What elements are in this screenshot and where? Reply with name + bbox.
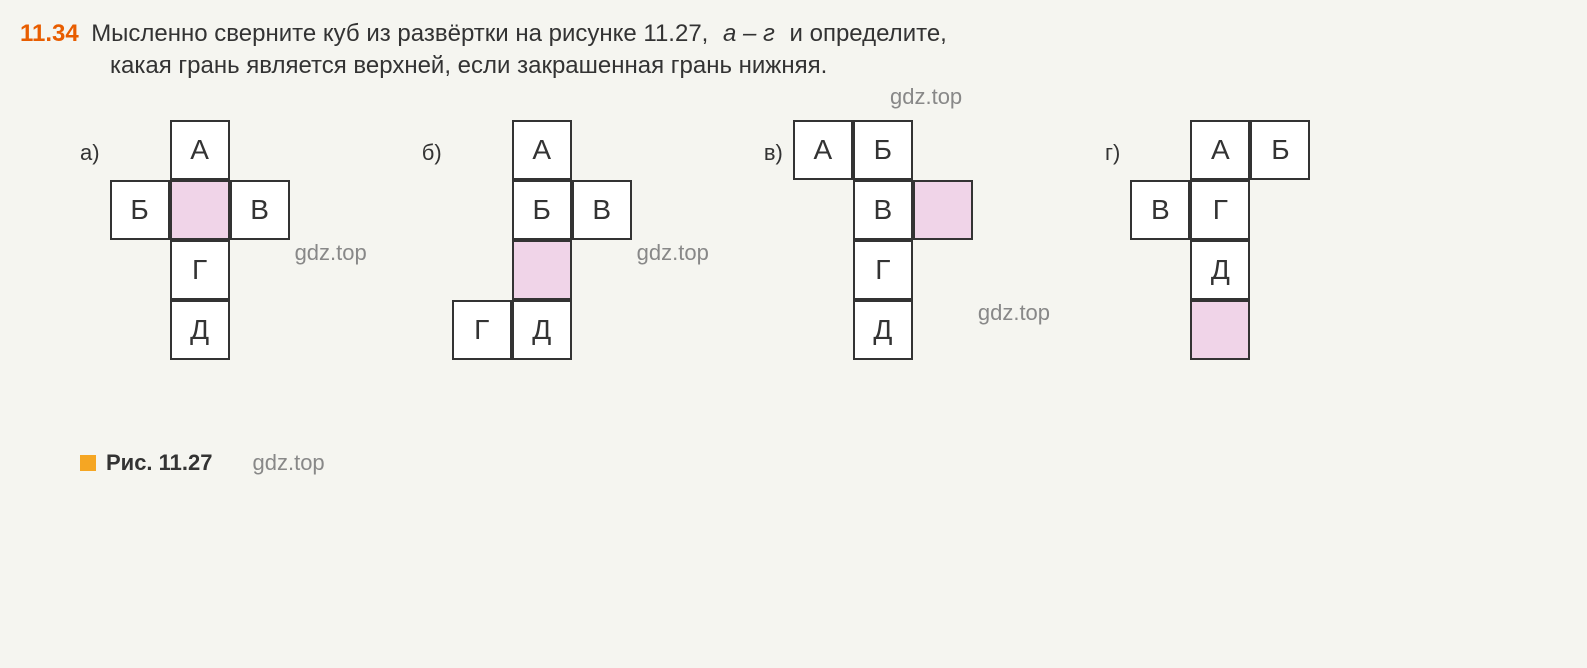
cube-net-cell: Б (853, 120, 913, 180)
cube-net-cell (452, 240, 512, 300)
cube-net-cell: Г (1190, 180, 1250, 240)
cube-net-cell (913, 300, 973, 360)
cube-net-cell (110, 240, 170, 300)
figure-d-grid: АБВГД (1130, 120, 1310, 420)
cube-net-cell (512, 360, 572, 420)
cube-net-cell: Б (512, 180, 572, 240)
cube-net-cell (1250, 240, 1310, 300)
cube-net-cell (1190, 360, 1250, 420)
cube-net-cell: В (572, 180, 632, 240)
cube-net-cell: В (853, 180, 913, 240)
figure-a: а) АБВГД gdz.top (80, 120, 362, 420)
figure-caption: Рис. 11.27 gdz.top (20, 450, 1567, 476)
figure-c-grid: АБВГД (793, 120, 973, 420)
cube-net-cell (793, 180, 853, 240)
cube-net-cell: А (1190, 120, 1250, 180)
cube-net-cell (230, 240, 290, 300)
cube-net-cell (170, 180, 230, 240)
cube-net-cell (110, 360, 170, 420)
cube-net-cell (230, 300, 290, 360)
watermark-2: gdz.top (295, 240, 367, 266)
cube-net-cell: А (512, 120, 572, 180)
cube-net-cell (110, 300, 170, 360)
caption-square-icon (80, 455, 96, 471)
cube-net-cell (1130, 300, 1190, 360)
problem-number: 11.34 (20, 20, 79, 47)
problem-text-part1: Мысленно сверните куб из развёртки на ри… (91, 20, 715, 47)
cube-net-cell (793, 300, 853, 360)
figure-d-label: г) (1105, 140, 1120, 166)
cube-net-cell (913, 360, 973, 420)
cube-net-cell (1250, 360, 1310, 420)
cube-net-cell: Д (853, 300, 913, 360)
cube-net-cell (452, 180, 512, 240)
cube-net-cell: Г (170, 240, 230, 300)
figures-container: а) АБВГД gdz.top б) АБВГД gdz.top в) АБВ… (20, 120, 1567, 420)
cube-net-cell (170, 360, 230, 420)
cube-net-cell: Д (1190, 240, 1250, 300)
cube-net-cell: В (230, 180, 290, 240)
problem-text-line2: какая грань является верхней, если закра… (110, 52, 1567, 80)
cube-net-cell (110, 120, 170, 180)
figure-b: б) АБВГД gdz.top (422, 120, 704, 420)
figure-a-label: а) (80, 140, 100, 166)
cube-net-cell (793, 240, 853, 300)
cube-net-cell: Б (110, 180, 170, 240)
cube-net-cell: А (170, 120, 230, 180)
cube-net-cell (452, 360, 512, 420)
cube-net-cell: Г (452, 300, 512, 360)
problem-text-part1-end: и определите, (783, 20, 947, 47)
cube-net-cell (1130, 120, 1190, 180)
cube-net-cell (1130, 240, 1190, 300)
cube-net-cell (853, 360, 913, 420)
watermark-1: gdz.top (890, 84, 962, 110)
cube-net-cell (572, 120, 632, 180)
watermark-5: gdz.top (253, 450, 325, 476)
cube-net-cell (572, 360, 632, 420)
cube-net-cell (913, 120, 973, 180)
cube-net-cell (1130, 360, 1190, 420)
watermark-4: gdz.top (978, 300, 1050, 326)
cube-net-cell (913, 180, 973, 240)
cube-net-cell (230, 120, 290, 180)
cube-net-cell (1250, 180, 1310, 240)
cube-net-cell: Б (1250, 120, 1310, 180)
cube-net-cell: Г (853, 240, 913, 300)
cube-net-cell (793, 360, 853, 420)
figure-d: г) АБВГД (1105, 120, 1310, 420)
figure-b-grid: АБВГД (452, 120, 632, 420)
figure-c: в) АБВГД gdz.top (764, 120, 1045, 420)
cube-net-cell: В (1130, 180, 1190, 240)
problem-line1: 11.34 Мысленно сверните куб из развёртки… (20, 20, 1567, 48)
cube-net-cell: А (793, 120, 853, 180)
cube-net-cell (1250, 300, 1310, 360)
caption-text: Рис. 11.27 (106, 450, 213, 476)
problem-text-italic: а – г (723, 20, 775, 47)
cube-net-cell (1190, 300, 1250, 360)
cube-net-cell (452, 120, 512, 180)
figure-a-grid: АБВГД (110, 120, 290, 420)
cube-net-cell (572, 240, 632, 300)
cube-net-cell (572, 300, 632, 360)
cube-net-cell: Д (170, 300, 230, 360)
figure-b-label: б) (422, 140, 442, 166)
cube-net-cell: Д (512, 300, 572, 360)
figure-c-label: в) (764, 140, 783, 166)
watermark-3: gdz.top (637, 240, 709, 266)
cube-net-cell (230, 360, 290, 420)
cube-net-cell (512, 240, 572, 300)
cube-net-cell (913, 240, 973, 300)
problem-header: 11.34 Мысленно сверните куб из развёртки… (20, 20, 1567, 80)
